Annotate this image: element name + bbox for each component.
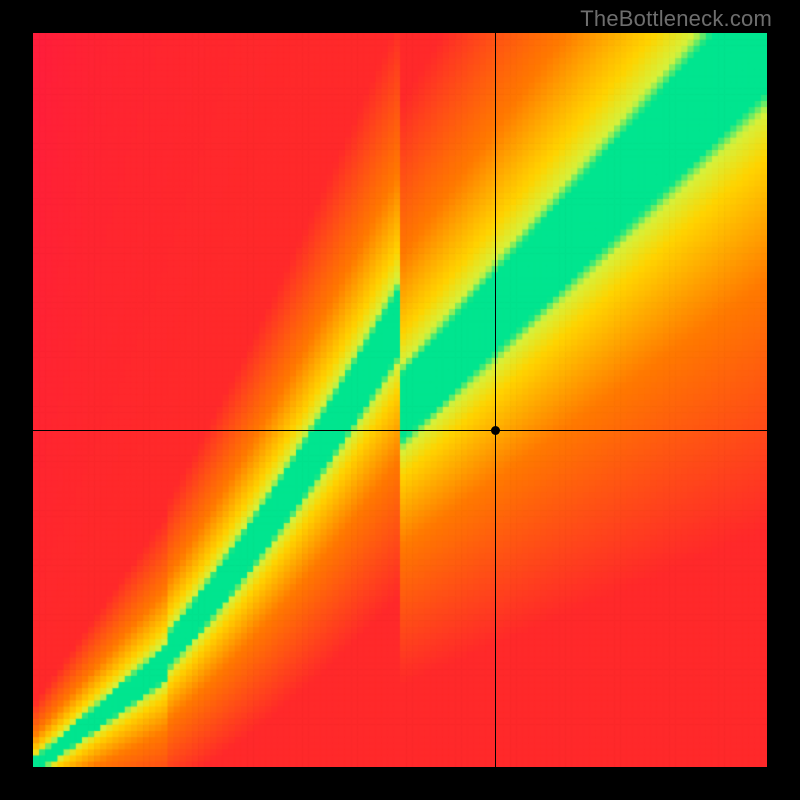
watermark-text: TheBottleneck.com bbox=[580, 6, 772, 32]
heatmap-canvas bbox=[33, 33, 767, 767]
crosshair-vertical bbox=[495, 33, 496, 767]
crosshair-horizontal bbox=[33, 430, 767, 431]
heatmap-plot bbox=[33, 33, 767, 767]
